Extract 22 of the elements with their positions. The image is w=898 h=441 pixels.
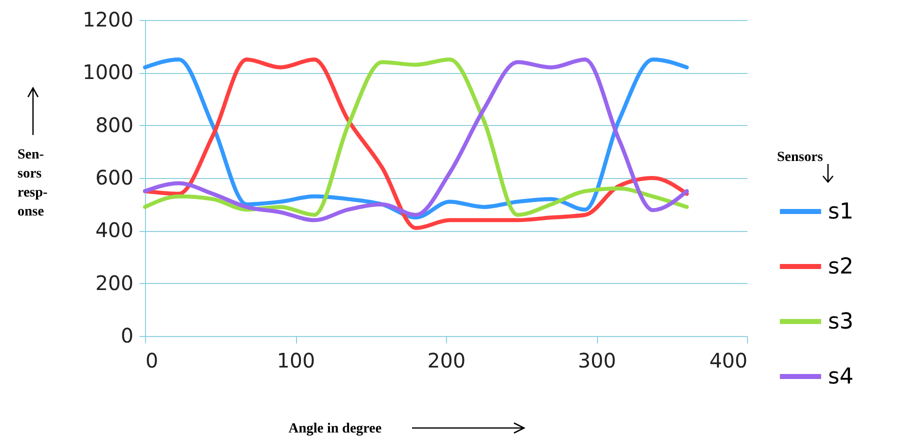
y-tick-label: 0 (120, 324, 134, 348)
x-tick-label: 0 (146, 348, 158, 372)
y-tick-label: 800 (95, 112, 134, 137)
x-tick-label: 300 (578, 348, 616, 372)
y-tick-label: 1000 (82, 60, 134, 84)
y-tick-label: 600 (95, 166, 134, 190)
y-tick-label: 400 (95, 218, 134, 242)
legend-title: Sensors (777, 150, 824, 165)
legend-label: s4 (828, 364, 854, 390)
x-tick-label: 200 (427, 348, 466, 372)
text: resp- (18, 186, 48, 200)
text: onse (18, 204, 44, 220)
x-axis-title: Angle in degree (288, 422, 382, 436)
x-tick-label: 100 (276, 348, 316, 372)
legend-label: s2 (828, 254, 854, 280)
text: Sen- (18, 148, 44, 162)
x-tick-label: 400 (709, 348, 748, 372)
y-tick-label: 1200 (82, 8, 134, 32)
y-tick-label: 200 (95, 270, 134, 295)
legend-label: s3 (828, 310, 854, 334)
text: sors (18, 166, 42, 182)
legend-label: s1 (828, 200, 854, 224)
